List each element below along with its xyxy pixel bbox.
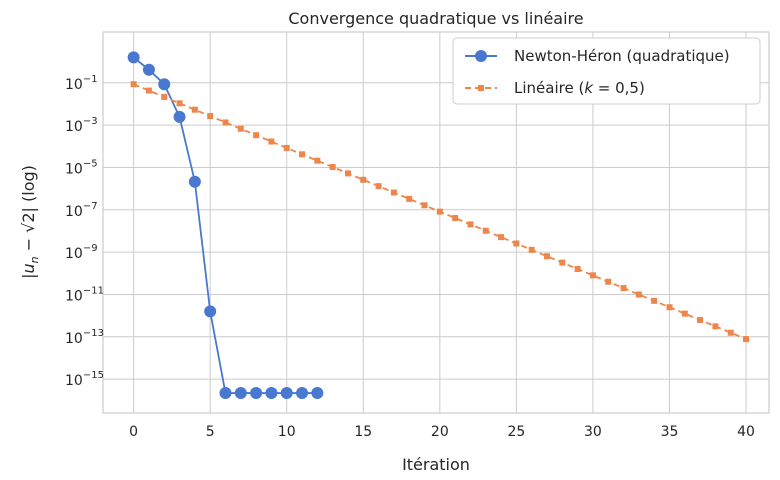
point-lineaire [145, 87, 152, 94]
point-lineaire [283, 144, 290, 151]
series-layer [127, 51, 750, 400]
legend-marker-newton [475, 50, 487, 62]
point-newton [265, 387, 278, 400]
point-newton [311, 387, 324, 400]
y-tick-label: 10−7 [65, 201, 98, 220]
x-tick-label: 25 [507, 424, 525, 440]
point-lineaire [191, 106, 198, 113]
x-tick-labels: 0 5 10 15 20 25 30 35 40 [129, 424, 755, 440]
x-tick-label: 15 [354, 424, 372, 440]
x-tick-label: 35 [661, 424, 679, 440]
point-newton [204, 305, 217, 318]
point-newton [188, 175, 201, 188]
point-lineaire [344, 170, 351, 177]
point-lineaire [375, 183, 382, 190]
point-lineaire [559, 259, 566, 266]
point-lineaire [666, 304, 673, 311]
plot-frame [102, 31, 770, 414]
chart-title: Convergence quadratique vs linéaire [288, 9, 583, 28]
point-lineaire [222, 119, 229, 126]
point-lineaire [697, 316, 704, 323]
legend-frame [452, 37, 761, 105]
point-lineaire [436, 208, 443, 215]
point-lineaire [605, 278, 612, 285]
point-lineaire [207, 113, 214, 120]
x-tick-label: 10 [278, 424, 296, 440]
point-newton [158, 78, 171, 91]
point-lineaire [421, 202, 428, 209]
legend-label-lineaire-rest: = 0,5) [593, 79, 645, 97]
y-axis-label-abs: |u [19, 263, 38, 279]
x-tick-label: 40 [737, 424, 755, 440]
legend-label-lineaire-var: k [584, 79, 594, 97]
point-lineaire [299, 151, 306, 158]
point-lineaire [620, 285, 627, 292]
point-lineaire [360, 176, 367, 183]
point-newton [219, 387, 232, 400]
point-lineaire [712, 323, 719, 330]
point-lineaire [253, 132, 260, 139]
point-lineaire [329, 164, 336, 171]
point-lineaire [176, 100, 183, 107]
point-newton [234, 387, 247, 400]
point-lineaire [727, 329, 734, 336]
legend: Newton-Héron (quadratique) Linéaire (k =… [452, 37, 761, 105]
y-axis-label-rest: − √2| (log) [19, 165, 38, 256]
point-lineaire [482, 227, 489, 234]
point-lineaire [528, 246, 535, 253]
point-lineaire [498, 234, 505, 241]
x-tick-label: 30 [584, 424, 602, 440]
point-lineaire [467, 221, 474, 228]
point-newton [127, 51, 140, 64]
legend-marker-lineaire [478, 85, 484, 91]
y-axis-label-sub: n [28, 256, 41, 263]
point-lineaire [406, 195, 413, 202]
legend-label-lineaire: Linéaire (k = 0,5) [514, 79, 645, 97]
point-lineaire [651, 297, 658, 304]
point-lineaire [681, 310, 688, 317]
point-lineaire [314, 157, 321, 164]
point-lineaire [237, 125, 244, 132]
point-lineaire [589, 272, 596, 279]
point-lineaire [390, 189, 397, 196]
point-newton [296, 387, 309, 400]
legend-label-newton: Newton-Héron (quadratique) [514, 47, 730, 65]
y-tick-label: 10−5 [65, 158, 98, 177]
point-lineaire [452, 215, 459, 222]
point-lineaire [161, 93, 168, 100]
point-lineaire [635, 291, 642, 298]
point-lineaire [130, 81, 137, 88]
x-axis-label: Itération [402, 455, 470, 474]
x-tick-label: 5 [206, 424, 215, 440]
y-axis-label: |un − √2| (log) [19, 165, 41, 279]
y-tick-label: 10−9 [65, 243, 98, 262]
x-tick-label: 0 [129, 424, 138, 440]
y-tick-labels: 10−15 10−13 10−11 10−9 10−7 10−5 10−3 10−1 [65, 74, 104, 389]
legend-label-lineaire-main: Linéaire ( [514, 79, 584, 97]
point-lineaire [513, 240, 520, 247]
point-lineaire [574, 265, 581, 272]
y-tick-label: 10−15 [65, 370, 104, 389]
y-tick-label: 10−3 [65, 116, 98, 135]
point-newton [173, 110, 186, 123]
point-lineaire [268, 138, 275, 145]
y-tick-label: 10−13 [65, 328, 104, 347]
x-tick-label: 20 [431, 424, 449, 440]
point-newton [250, 387, 263, 400]
y-tick-label: 10−1 [65, 74, 98, 93]
point-newton [280, 387, 293, 400]
point-lineaire [544, 253, 550, 260]
point-lineaire [743, 336, 750, 343]
y-tick-label: 10−11 [65, 285, 104, 304]
point-newton [142, 63, 155, 76]
